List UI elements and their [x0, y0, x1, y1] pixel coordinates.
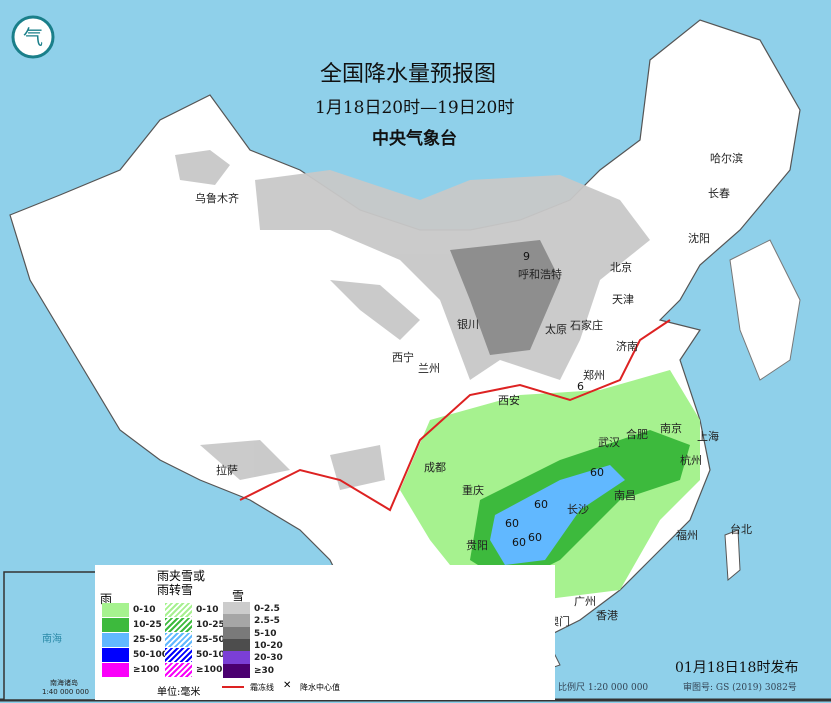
legend-swatch-snow — [223, 651, 250, 666]
center-value: 60 — [528, 531, 542, 544]
agency: 中央气象台 — [372, 129, 457, 149]
map-title: 全国降水量预报图 — [320, 62, 497, 87]
city-label: 香港 — [596, 609, 618, 622]
inset-scale: 1:40 000 000 — [42, 688, 89, 696]
city-label: 拉萨 — [216, 464, 238, 477]
city-label: 济南 — [616, 340, 638, 353]
legend-swatch-snow — [223, 638, 250, 653]
legend-label-rain: 10-25 — [133, 620, 162, 630]
center-value: 60 — [534, 498, 548, 511]
legend-swatch-sleet — [165, 618, 192, 632]
forecast-period: 1月18日20时—19日20时 — [315, 98, 515, 118]
legend-unit: 单位:毫米 — [157, 687, 201, 698]
legend-swatch-sleet — [165, 663, 192, 677]
legend-swatch-sleet — [165, 648, 192, 662]
legend-swatch-snow — [223, 626, 250, 641]
center-cross-icon: ✕ — [283, 680, 292, 691]
city-label: 石家庄 — [570, 319, 603, 332]
city-label: 北京 — [610, 261, 632, 274]
city-label: 南昌 — [614, 489, 636, 502]
legend-swatch-rain — [102, 663, 129, 677]
city-label: 成都 — [424, 461, 446, 474]
legend-center: 降水中心值 — [300, 683, 340, 692]
legend-label-sleet: 50-100 — [196, 650, 232, 660]
city-label: 长春 — [708, 187, 730, 200]
city-label: 太原 — [545, 323, 567, 336]
city-label: 武汉 — [598, 436, 620, 449]
freeze-line — [239, 319, 671, 512]
city-label: 南京 — [660, 422, 682, 435]
legend-label-snow: 20-30 — [254, 653, 283, 664]
city-label: 上海 — [697, 430, 719, 443]
city-label: 长沙 — [567, 503, 589, 516]
center-value: 60 — [505, 517, 519, 530]
city-label: 兰州 — [418, 362, 440, 375]
snow-heavy-areas — [450, 240, 560, 355]
legend-swatch-sleet — [165, 603, 192, 617]
legend-swatch-snow — [223, 602, 250, 616]
rain-heavy-area — [490, 465, 625, 565]
city-label: 天津 — [612, 293, 634, 306]
center-value: 6 — [577, 380, 584, 393]
city-label: 福州 — [676, 529, 698, 542]
city-label: 哈尔滨 — [710, 152, 743, 165]
city-label: 沈阳 — [688, 232, 710, 245]
legend-label-sleet: 10-25 — [196, 620, 225, 630]
city-label: 广州 — [574, 595, 596, 608]
city-label: 呼和浩特 — [518, 268, 562, 281]
city-label: 乌鲁木齐 — [195, 192, 239, 205]
city-label: 合肥 — [626, 428, 648, 441]
legend: 雨 雨夹雪或雨转雪 雪 0-10 10-25 25-50 50-100 ≥100 0-10… — [95, 565, 555, 700]
legend-swatch-snow — [223, 614, 250, 629]
center-value: 60 — [512, 536, 526, 549]
issued-time: 01月18日18时发布 — [675, 660, 799, 676]
center-value: 60 — [590, 466, 604, 479]
legend-label-snow: ≥30 — [254, 665, 275, 676]
snow-areas — [175, 150, 650, 490]
inset-sea-label: 南海 — [42, 634, 62, 645]
freeze-line-symbol — [222, 686, 244, 688]
city-label: 郑州 — [583, 369, 605, 382]
legend-swatch-sleet — [165, 633, 192, 647]
legend-label-rain: 25-50 — [133, 635, 162, 645]
taiwan — [724, 529, 741, 582]
inset-islands-label: 南海诸岛 — [50, 679, 78, 687]
inset-frame — [3, 571, 98, 701]
legend-swatch-rain — [102, 603, 129, 617]
city-label: 贵阳 — [466, 539, 488, 552]
legend-label-snow: 2.5-5 — [254, 616, 280, 627]
map-approval-number: 审图号: GS (2019) 3082号 — [683, 683, 797, 693]
legend-label-rain: ≥100 — [133, 665, 160, 675]
center-value: 9 — [523, 250, 530, 263]
city-label: 台北 — [730, 523, 752, 536]
legend-sleet-title: 雨夹雪或雨转雪 — [157, 569, 206, 597]
korea-peninsula — [729, 239, 801, 381]
legend-label-sleet: 25-50 — [196, 635, 225, 645]
legend-swatch-rain — [102, 648, 129, 662]
legend-label-snow: 10-20 — [254, 640, 283, 651]
city-label: 西宁 — [392, 351, 414, 364]
city-label: 杭州 — [680, 454, 702, 467]
legend-swatch-rain — [102, 633, 129, 647]
legend-swatch-rain — [102, 618, 129, 632]
legend-freeze-line: 霜冻线 — [250, 683, 274, 692]
legend-label-rain: 0-10 — [133, 605, 156, 615]
city-label: 银川 — [457, 318, 479, 331]
legend-label-sleet: 0-10 — [196, 605, 219, 615]
legend-snow-title: 雪 — [232, 589, 245, 603]
legend-label-snow: 0-2.5 — [254, 604, 280, 614]
svg-text:气: 气 — [23, 25, 43, 49]
map-scale: 比例尺 1:20 000 000 — [558, 683, 649, 693]
city-label: 重庆 — [462, 484, 484, 497]
legend-rain-title: 雨 — [100, 592, 113, 606]
city-label: 西安 — [498, 394, 520, 407]
legend-swatch-snow — [223, 663, 250, 678]
legend-label-rain: 50-100 — [133, 650, 169, 660]
logo — [11, 15, 55, 59]
legend-label-sleet: ≥100 — [196, 665, 223, 675]
legend-label-snow: 5-10 — [254, 628, 277, 639]
